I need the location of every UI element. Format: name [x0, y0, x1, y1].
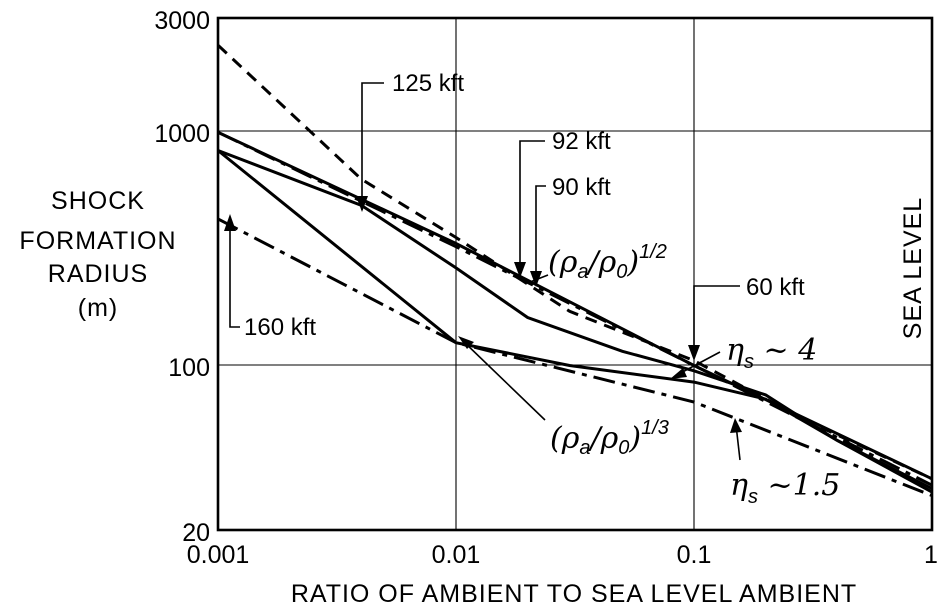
x-axis-label: RATIO OF AMBIENT TO SEA LEVEL AMBIENT — [291, 580, 857, 608]
series-line-5-solid — [217, 149, 933, 494]
callout-line-90kft — [535, 185, 546, 283]
callout-line-92kft — [519, 140, 545, 275]
callout-arrow-eta-1.5 — [730, 418, 742, 433]
y-tick-label-20: 20 — [182, 519, 210, 547]
annotation-text-eta-1.5: ηs ~1.5 — [730, 468, 840, 508]
annotation-92kft: 92 kft — [514, 128, 611, 278]
annotation-text-160kft: 160 kft — [244, 314, 316, 341]
annotation-text-92kft: 92 kft — [552, 128, 611, 155]
annotation-60kft: 60 kft — [688, 274, 805, 361]
annotation-160kft: 160 kft — [224, 214, 316, 341]
y-axis-label-line-4: (m) — [78, 294, 118, 322]
annotation-eta-1.5: ηs ~1.5 — [730, 418, 840, 508]
annotation-125kft: 125 kft — [356, 70, 464, 212]
callout-line-160kft — [229, 218, 240, 328]
annotation-eta-4: ηs ~ 4 — [670, 333, 817, 379]
callout-line-exp-third — [461, 339, 546, 421]
y-tick-label-3000: 3000 — [154, 7, 210, 35]
annotation-text-eta-4: ηs ~ 4 — [726, 333, 817, 373]
sea-level-label: SEA LEVEL — [899, 197, 927, 339]
callout-arrow-exp-third — [458, 336, 474, 349]
callout-line-125kft — [361, 82, 384, 210]
callout-arrow-92kft — [514, 262, 526, 278]
callout-arrow-60kft — [688, 345, 700, 361]
y-axis-label-line-1: SHOCK — [51, 187, 145, 215]
annotation-text-125kft: 125 kft — [392, 70, 464, 97]
callout-arrow-125kft — [356, 196, 368, 212]
annotation-text-90kft: 90 kft — [552, 174, 611, 201]
callout-arrow-eta-4 — [670, 368, 687, 379]
x-tick-label-0.1: 0.1 — [677, 541, 712, 569]
series-line-6-dash-dot — [217, 217, 933, 497]
x-tick-label-1: 1 — [924, 541, 937, 569]
annotation-exp-half: (ρa/ρ0)1/2 — [529, 241, 667, 283]
callout-arrow-160kft — [224, 214, 236, 231]
y-tick-label-100: 100 — [168, 354, 210, 382]
plot-frame — [216, 16, 934, 532]
annotation-exp-third: (ρa/ρ0)1/3 — [458, 336, 669, 459]
x-tick-label-0.01: 0.01 — [432, 541, 481, 569]
y-axis-label-line-2: FORMATION — [19, 227, 176, 255]
y-axis-label-line-3: RADIUS — [48, 260, 148, 288]
annotation-90kft: 90 kft — [530, 174, 611, 287]
callout-line-exp-half — [529, 274, 549, 283]
series-layer — [216, 44, 933, 497]
annotation-text-exp-third: (ρa/ρ0)1/3 — [550, 417, 669, 459]
y-tick-label-1000: 1000 — [154, 120, 210, 148]
annotation-text-exp-half: (ρa/ρ0)1/2 — [548, 241, 667, 283]
x-tick-label-0.001: 0.001 — [187, 541, 250, 569]
annotation-text-60kft: 60 kft — [746, 274, 805, 301]
callout-line-60kft — [693, 285, 740, 357]
